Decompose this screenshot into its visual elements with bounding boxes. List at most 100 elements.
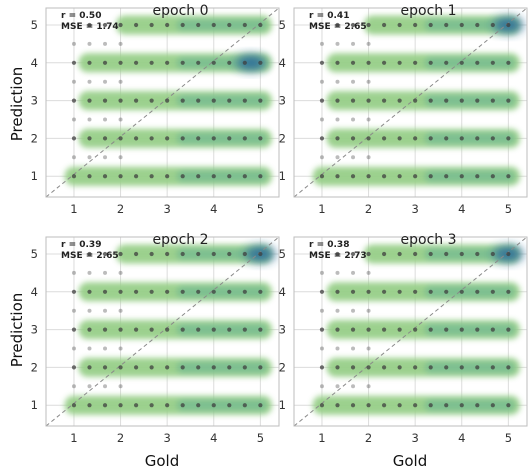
data-point — [133, 136, 139, 141]
data-point — [444, 136, 449, 141]
y-tick-label: 2 — [31, 131, 38, 145]
data-point — [211, 60, 216, 65]
stat-r: r = 0.39 — [61, 240, 101, 250]
data-point — [196, 174, 201, 179]
data-point — [102, 365, 108, 370]
data-point — [444, 365, 449, 370]
data-point — [102, 60, 108, 65]
y-axis-label-bottom: Prediction — [8, 293, 26, 368]
data-point — [444, 60, 449, 65]
y-tick-label: 3 — [31, 323, 38, 337]
y-tick-label: 5 — [31, 247, 38, 261]
data-point — [227, 289, 232, 294]
data-point-light — [118, 117, 123, 122]
data-point-light — [118, 308, 123, 313]
data-point — [149, 365, 154, 370]
data-point — [413, 60, 418, 65]
data-point-light — [335, 308, 340, 313]
data-point — [87, 174, 92, 179]
data-point-light — [366, 346, 371, 351]
data-point-light — [87, 308, 92, 313]
data-point — [444, 22, 449, 28]
y-tick-label: 2 — [279, 360, 286, 374]
data-point — [475, 174, 480, 179]
data-point — [335, 136, 340, 141]
data-point — [444, 403, 449, 408]
data-point — [381, 251, 387, 257]
x-tick-label: 2 — [117, 202, 124, 216]
data-point — [428, 365, 433, 370]
data-point — [149, 98, 154, 103]
y-tick-label: 5 — [279, 247, 286, 261]
data-point — [227, 327, 232, 332]
data-point — [366, 60, 371, 65]
data-point — [366, 136, 371, 141]
data-point-light — [319, 384, 324, 389]
data-point — [506, 289, 511, 294]
data-point — [506, 327, 511, 332]
x-tick-label: 3 — [411, 202, 418, 216]
data-point — [381, 365, 387, 370]
x-tick-label: 5 — [505, 202, 512, 216]
data-point — [366, 327, 371, 332]
density-core — [176, 170, 268, 183]
data-point — [506, 98, 511, 103]
data-points — [71, 22, 263, 179]
data-point-light — [71, 155, 76, 160]
data-point — [242, 174, 247, 179]
data-point — [71, 365, 77, 370]
data-point — [350, 403, 356, 408]
data-point — [490, 251, 495, 257]
y-axis-label-top: Prediction — [8, 67, 26, 142]
data-point-light — [366, 117, 371, 122]
density-core — [176, 19, 268, 32]
data-point — [149, 22, 154, 28]
data-point — [319, 289, 325, 294]
data-point — [196, 289, 201, 294]
data-point — [459, 365, 464, 370]
data-point — [444, 98, 449, 103]
y-tick-label: 4 — [279, 285, 286, 299]
data-point — [211, 327, 216, 332]
y-tick-label: 4 — [279, 56, 286, 70]
data-point — [165, 327, 170, 332]
x-axis-label-left: Gold — [145, 452, 180, 470]
data-point — [428, 174, 433, 179]
density-core — [176, 285, 268, 298]
data-point — [71, 98, 77, 103]
data-point — [475, 60, 480, 65]
data-point — [133, 403, 139, 408]
data-point — [102, 136, 108, 141]
data-point — [506, 22, 511, 28]
chart-title: epoch 3 — [401, 232, 457, 248]
data-point-light — [351, 155, 356, 160]
data-point — [335, 98, 340, 103]
data-point — [413, 22, 418, 28]
data-point — [335, 289, 340, 294]
data-point-light — [335, 41, 340, 46]
data-point — [258, 60, 263, 65]
data-point — [428, 98, 433, 103]
data-point — [165, 251, 170, 257]
data-point — [133, 327, 139, 332]
data-point — [242, 327, 247, 332]
data-point-light — [71, 41, 76, 46]
data-point — [506, 365, 511, 370]
data-point — [381, 22, 387, 28]
data-point — [211, 22, 216, 28]
density-core — [176, 94, 268, 107]
data-point — [149, 60, 154, 65]
x-tick-label: 1 — [318, 202, 325, 216]
data-point — [444, 327, 449, 332]
data-point — [475, 403, 480, 408]
data-point — [428, 136, 433, 141]
data-point — [397, 98, 402, 103]
data-point — [258, 22, 263, 28]
chart-title: epoch 1 — [401, 3, 457, 19]
data-point-light — [118, 270, 123, 275]
data-point — [258, 98, 263, 103]
data-point — [196, 365, 201, 370]
data-point — [350, 22, 356, 28]
data-point-light — [87, 346, 92, 351]
